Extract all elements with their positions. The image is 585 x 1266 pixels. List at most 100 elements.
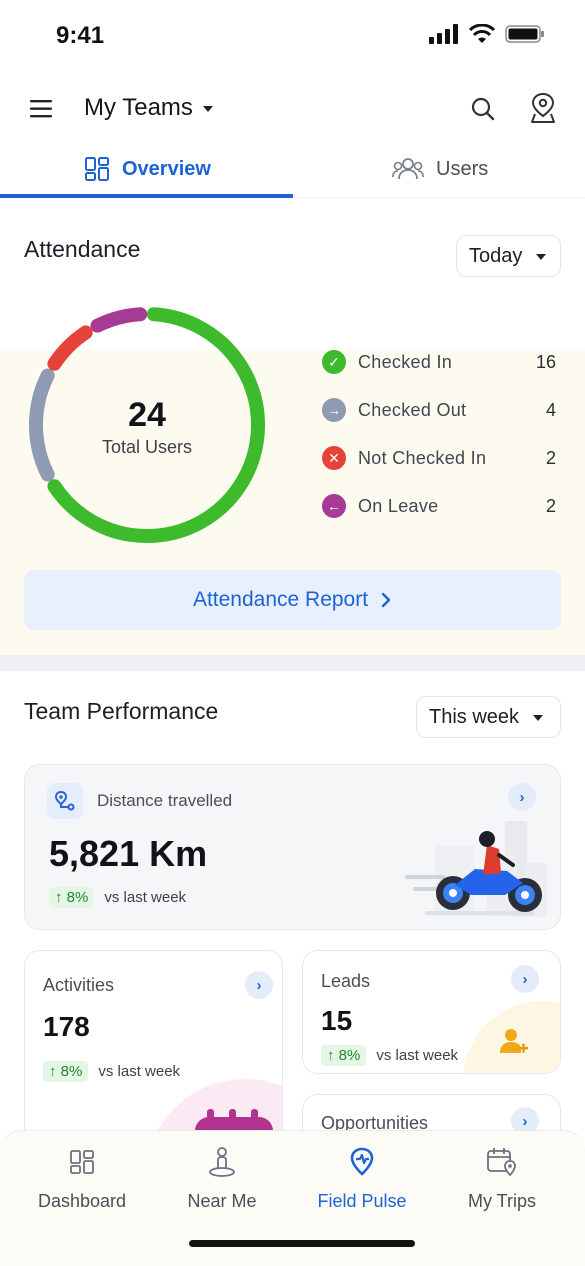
legend-count: 2 [545, 495, 556, 516]
attendance-donut-chart [29, 307, 265, 543]
overview-icon [85, 157, 109, 181]
chevron-down-icon [533, 715, 544, 721]
leads-label: Leads [321, 971, 371, 991]
app-header: My Teams [0, 80, 585, 140]
legend-item-checked-out[interactable]: → Checked Out 4 [322, 386, 562, 434]
legend-label: Not Checked In [358, 447, 487, 468]
distance-label: Distance travelled [97, 791, 233, 810]
menu-icon[interactable] [30, 98, 54, 120]
attendance-period-value: Today [469, 244, 523, 267]
dashboard-icon [70, 1150, 94, 1174]
delta-text: vs last week [376, 1047, 459, 1064]
users-icon [392, 158, 424, 180]
tab-users[interactable]: Users [392, 140, 488, 198]
activities-open-button[interactable]: › [245, 971, 273, 999]
add-user-icon [500, 1029, 528, 1053]
attendance-report-button[interactable]: Attendance Report [24, 570, 561, 630]
total-users-label: Total Users [101, 437, 193, 457]
nav-near-me[interactable]: Near Me [149, 1145, 295, 1212]
status-time: 9:41 [56, 22, 105, 49]
wifi-icon [469, 24, 495, 43]
x-icon: ✕ [322, 446, 346, 470]
activities-delta: ↑ 8% vs last week [43, 1061, 180, 1082]
attendance-period-dropdown[interactable]: Today [456, 235, 561, 277]
nav-my-trips-label: My Trips [467, 1191, 536, 1211]
signal-icon [429, 24, 458, 44]
team-title: My Teams [84, 94, 193, 121]
delta-badge: ↑ 8% [43, 1061, 89, 1082]
legend-count: 2 [545, 447, 556, 468]
nav-my-trips[interactable]: My Trips [429, 1145, 575, 1212]
legend-label: Checked Out [358, 399, 467, 420]
distance-delta: ↑ 8% vs last week [49, 887, 186, 908]
leads-value: 15 [321, 1005, 353, 1036]
motorbike-illustration [405, 821, 547, 917]
delta-value: 8% [338, 1047, 361, 1064]
field-pulse-icon [350, 1147, 374, 1176]
delta-text: vs last week [98, 1063, 181, 1080]
delta-badge: ↑ 8% [321, 1045, 367, 1066]
arrow-left-icon: ← [322, 494, 346, 518]
nav-dashboard-label: Dashboard [37, 1191, 127, 1211]
legend-label: Checked In [358, 351, 453, 372]
donut-segment-on-leave [90, 307, 148, 333]
chevron-down-icon [536, 254, 547, 260]
delta-text: vs last week [104, 889, 187, 906]
distance-open-button[interactable]: › [508, 783, 536, 811]
team-selector[interactable]: My Teams [84, 94, 213, 122]
legend-item-not-checked-in[interactable]: ✕ Not Checked In 2 [322, 434, 562, 482]
attendance-section: Attendance Today 24 Total Users ✓ Checke… [0, 200, 585, 655]
attendance-report-label: Attendance Report [192, 588, 369, 611]
tab-active-indicator [0, 194, 293, 198]
attendance-title: Attendance [24, 236, 141, 262]
donut-segment-checked-out [29, 368, 55, 482]
distance-card[interactable]: Distance travelled › 5,821 Km ↑ 8% vs la… [24, 764, 561, 930]
opportunities-label: Opportunities [321, 1113, 429, 1133]
tab-overview-label: Overview [122, 157, 211, 180]
activities-value: 178 [43, 1011, 90, 1042]
legend-item-on-leave[interactable]: ← On Leave 2 [322, 482, 562, 530]
leads-open-button[interactable]: › [511, 965, 539, 993]
chevron-right-icon [381, 592, 391, 608]
performance-period-dropdown[interactable]: This week [416, 696, 561, 738]
activities-card[interactable]: Activities › 178 ↑ 8% vs last week [24, 950, 283, 1150]
donut-segment-checked-in [47, 307, 265, 543]
status-bar: 9:41 [0, 0, 585, 72]
tab-bar: Overview Users [0, 140, 585, 198]
nav-near-me-label: Near Me [187, 1191, 257, 1211]
battery-icon [505, 25, 544, 43]
map-pin-icon[interactable] [528, 92, 558, 124]
nav-dashboard[interactable]: Dashboard [9, 1145, 155, 1212]
tab-users-label: Users [436, 157, 489, 180]
tab-overview[interactable]: Overview [84, 140, 211, 198]
delta-badge: ↑ 8% [49, 887, 95, 908]
leads-delta: ↑ 8% vs last week [321, 1045, 458, 1066]
donut-segment-not-checked-in [47, 325, 93, 371]
section-divider [0, 655, 585, 671]
legend-label: On Leave [358, 495, 439, 516]
total-users-count: 24 [128, 396, 166, 434]
home-indicator [189, 1240, 415, 1247]
legend-count: 4 [545, 399, 556, 420]
caret-down-icon [202, 106, 213, 112]
performance-title: Team Performance [24, 698, 219, 724]
legend-count: 16 [535, 351, 556, 372]
my-trips-icon [487, 1148, 516, 1177]
check-icon: ✓ [322, 350, 346, 374]
route-icon [47, 783, 83, 819]
attendance-legend: ✓ Checked In 16 → Checked Out 4 ✕ Not Ch… [322, 338, 562, 530]
distance-value: 5,821 Km [49, 833, 208, 874]
nav-field-pulse-label: Field Pulse [317, 1191, 407, 1211]
donut-center: 24 Total Users [24, 396, 270, 458]
delta-value: 8% [66, 889, 89, 906]
status-icons [429, 24, 545, 44]
near-me-icon [209, 1147, 235, 1177]
performance-period-value: This week [429, 705, 520, 728]
legend-item-checked-in[interactable]: ✓ Checked In 16 [322, 338, 562, 386]
activities-label: Activities [43, 975, 115, 995]
delta-value: 8% [60, 1063, 83, 1080]
search-icon[interactable] [470, 96, 496, 122]
arrow-right-icon: → [322, 398, 346, 422]
leads-card[interactable]: Leads › 15 ↑ 8% vs last week [302, 950, 561, 1074]
nav-field-pulse[interactable]: Field Pulse [289, 1145, 435, 1212]
